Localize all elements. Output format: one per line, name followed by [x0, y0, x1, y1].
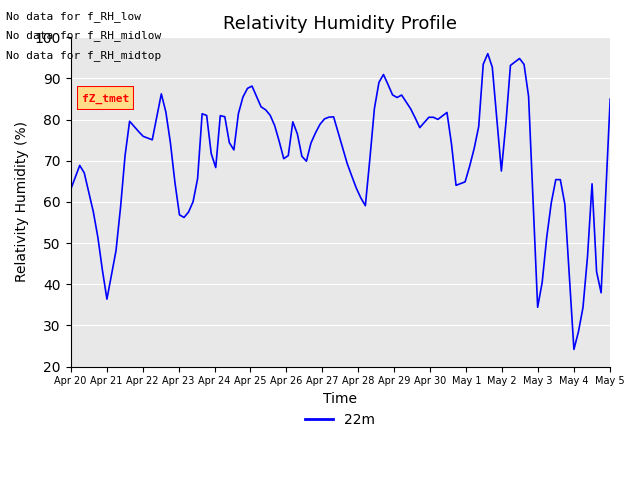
FancyBboxPatch shape	[77, 86, 134, 110]
Y-axis label: Relativity Humidity (%): Relativity Humidity (%)	[15, 121, 29, 283]
X-axis label: Time: Time	[323, 392, 357, 406]
Text: No data for f_RH_midtop: No data for f_RH_midtop	[6, 49, 162, 60]
Text: fZ_tmet: fZ_tmet	[82, 93, 129, 104]
Legend: 22m: 22m	[300, 407, 381, 432]
Text: No data for f_RH_midlow: No data for f_RH_midlow	[6, 30, 162, 41]
Text: No data for f_RH_low: No data for f_RH_low	[6, 11, 141, 22]
Title: Relativity Humidity Profile: Relativity Humidity Profile	[223, 15, 458, 33]
